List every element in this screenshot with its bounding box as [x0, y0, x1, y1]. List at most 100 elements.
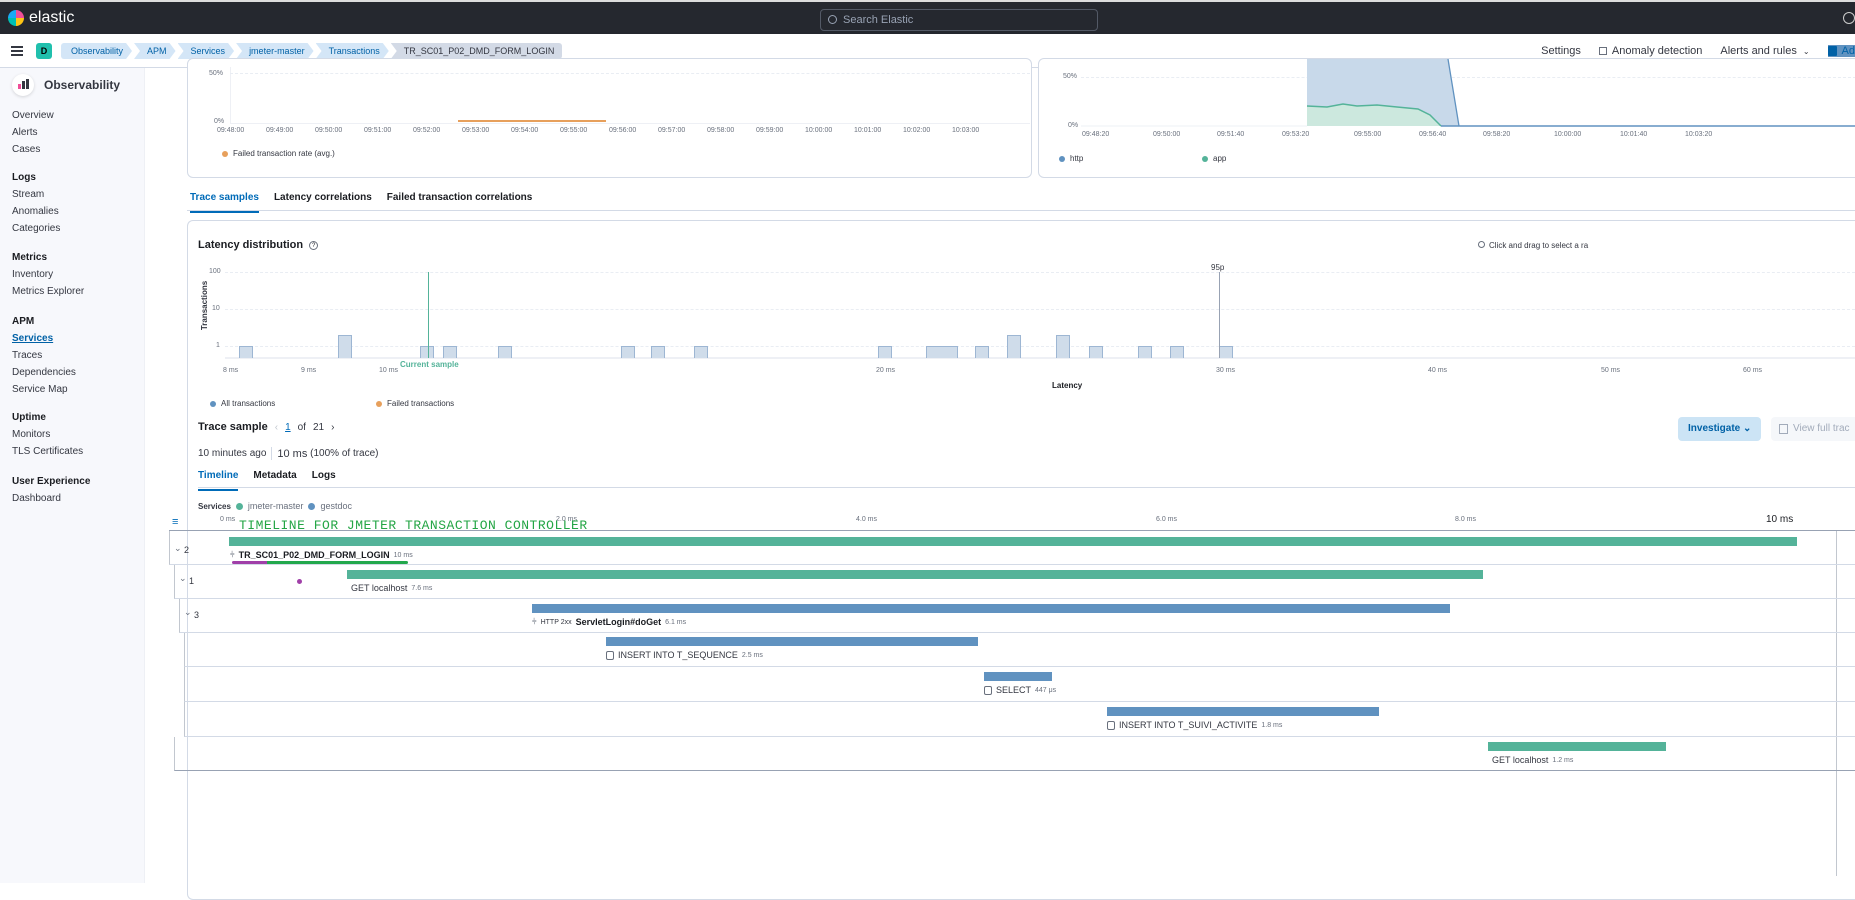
breadcrumb-apm[interactable]: APM: [134, 43, 176, 59]
histogram-bar[interactable]: [878, 346, 892, 358]
previous-icon[interactable]: ‹: [274, 421, 279, 433]
help-icon[interactable]: [1843, 12, 1855, 24]
span-bar[interactable]: [1488, 742, 1666, 751]
search-input[interactable]: Search Elastic: [820, 9, 1098, 31]
span-label: INSERT INTO T_SEQUENCE 2.5 ms: [606, 650, 763, 660]
histogram-bar[interactable]: [694, 346, 708, 358]
y-tick-50: 50%: [1063, 73, 1078, 80]
chevron-down-icon[interactable]: ⌄: [174, 543, 182, 553]
legend-failed-rate[interactable]: Failed transaction rate (avg.): [222, 149, 335, 158]
sidebar-item-cases[interactable]: Cases: [12, 144, 41, 155]
histogram-bar[interactable]: [651, 346, 665, 358]
search-placeholder: Search Elastic: [843, 14, 914, 26]
chevron-down-icon[interactable]: ⌄: [184, 607, 192, 617]
histogram-bar[interactable]: [443, 346, 457, 358]
p95-label: 95p: [1211, 263, 1225, 272]
span-bar[interactable]: [229, 537, 1797, 546]
latency-title: Latency distribution ?: [198, 239, 319, 251]
sidebar-item-tls-certificates[interactable]: TLS Certificates: [12, 446, 84, 457]
brand-name: elastic: [29, 9, 75, 26]
sidebar-item-anomalies[interactable]: Anomalies: [12, 206, 59, 217]
database-icon: [1107, 720, 1115, 730]
sidebar-item-monitors[interactable]: Monitors: [12, 429, 51, 440]
legend-all-transactions[interactable]: All transactions: [210, 399, 275, 408]
legend-failed-transactions[interactable]: Failed transactions: [376, 399, 454, 408]
sidebar-item-overview[interactable]: Overview: [12, 110, 54, 121]
failed-rate-panel: 50% 0% 09:48:00 09:49:00 09:50:00 09:51:…: [187, 58, 1032, 178]
service-dot: [235, 502, 243, 510]
menu-icon[interactable]: [11, 46, 23, 56]
trace-row-span[interactable]: SELECT 447 μs: [184, 667, 1855, 702]
legend-http[interactable]: http: [1059, 154, 1083, 163]
tab-trace-samples[interactable]: Trace samples: [190, 192, 259, 213]
view-full-trace-button[interactable]: View full trac: [1771, 417, 1855, 441]
legend-app[interactable]: app: [1202, 154, 1226, 163]
span-bar[interactable]: [532, 604, 1450, 613]
tab-metadata[interactable]: Metadata: [253, 470, 297, 481]
investigate-button[interactable]: Investigate ⌄: [1678, 417, 1762, 441]
span-bar[interactable]: [606, 637, 978, 646]
sidebar-item-dependencies[interactable]: Dependencies: [12, 367, 76, 378]
sidebar-item-dashboard[interactable]: Dashboard: [12, 493, 61, 504]
breadcrumb-transactions[interactable]: Transactions: [316, 43, 389, 59]
anomaly-detection-link[interactable]: Anomaly detection: [1598, 45, 1702, 57]
sidebar-item-alerts[interactable]: Alerts: [12, 127, 38, 138]
next-icon[interactable]: ›: [331, 421, 335, 433]
histogram-bar[interactable]: [1219, 346, 1233, 358]
subtabs-divider: [198, 487, 1855, 488]
histogram-bar[interactable]: [1089, 346, 1103, 358]
page-number[interactable]: 1: [285, 421, 291, 433]
sidebar-item-stream[interactable]: Stream: [12, 189, 45, 200]
span-label: SELECT 447 μs: [984, 685, 1056, 695]
tab-logs[interactable]: Logs: [311, 470, 336, 481]
span-bar[interactable]: [347, 570, 1483, 579]
histogram-bar[interactable]: [621, 346, 635, 358]
tab-timeline[interactable]: Timeline: [198, 470, 239, 491]
histogram-bar[interactable]: [1170, 346, 1184, 358]
x-axis: [230, 123, 1030, 124]
divider: [271, 447, 273, 460]
sidebar-item-traces[interactable]: Traces: [12, 350, 43, 361]
legend-dot: [222, 150, 228, 157]
trace-row-span[interactable]: ⌄ 1 GET localhost 7.6 ms: [174, 565, 1855, 599]
histogram-bar[interactable]: [926, 346, 958, 358]
span-bar[interactable]: [984, 672, 1052, 681]
tab-latency-correlations[interactable]: Latency correlations: [273, 192, 372, 203]
legend-dot: [376, 400, 382, 407]
add-data-link[interactable]: Ad: [1827, 45, 1855, 57]
space-avatar[interactable]: D: [36, 43, 52, 59]
trace-row-span[interactable]: INSERT INTO T_SEQUENCE 2.5 ms: [184, 633, 1855, 667]
histogram-bar[interactable]: [1138, 346, 1152, 358]
sidebar-item-inventory[interactable]: Inventory: [12, 269, 54, 280]
chevron-down-icon: ⌄: [1743, 423, 1752, 434]
trace-row-span[interactable]: ⌄ 3 ⫩ HTTP 2xx ServletLogin#doGet 6.1 ms: [179, 599, 1855, 633]
breadcrumb-observability[interactable]: Observability: [61, 43, 132, 59]
sidebar-item-service-map[interactable]: Service Map: [12, 384, 68, 395]
timeline-annotation: TIMELINE FOR JMETER TRANSACTION CONTROLL…: [239, 518, 588, 533]
histogram-bar[interactable]: [338, 335, 352, 358]
settings-link[interactable]: Settings: [1541, 45, 1581, 57]
histogram-bar[interactable]: [975, 346, 989, 358]
histogram-bar[interactable]: [420, 346, 434, 358]
alerts-rules-menu[interactable]: Alerts and rules ⌄: [1720, 45, 1810, 57]
trace-row-span[interactable]: INSERT INTO T_SUIVI_ACTIVITE 1.8 ms: [184, 702, 1855, 737]
span-label: ⫩ HTTP 2xx ServletLogin#doGet 6.1 ms: [532, 617, 687, 627]
tab-failed-transaction-correlations[interactable]: Failed transaction correlations: [386, 192, 533, 203]
span-bar[interactable]: [1107, 707, 1379, 716]
breadcrumb-service[interactable]: jmeter-master: [236, 43, 314, 59]
sidebar-item-metrics-explorer[interactable]: Metrics Explorer: [12, 286, 85, 297]
chevron-down-icon[interactable]: ⌄: [179, 573, 187, 583]
elastic-logo[interactable]: elastic: [8, 9, 74, 27]
histogram-bar[interactable]: [1056, 335, 1070, 358]
sidebar-item-services[interactable]: Services: [12, 333, 54, 344]
breadcrumb-services[interactable]: Services: [178, 43, 235, 59]
sidebar-item-categories[interactable]: Categories: [12, 223, 61, 234]
histogram-bar[interactable]: [1007, 335, 1021, 358]
histogram-bar[interactable]: [239, 346, 253, 358]
document-icon: [1779, 424, 1788, 434]
help-icon[interactable]: ?: [309, 240, 319, 250]
histogram-bar[interactable]: [498, 346, 512, 358]
collapse-all-icon[interactable]: ≡: [172, 516, 179, 528]
trace-row-span[interactable]: GET localhost 1.2 ms: [174, 737, 1855, 771]
trace-row-transaction[interactable]: ⌄ 2 ⫩ TR_SC01_P02_DMD_FORM_LOGIN 10 ms: [169, 531, 1855, 565]
